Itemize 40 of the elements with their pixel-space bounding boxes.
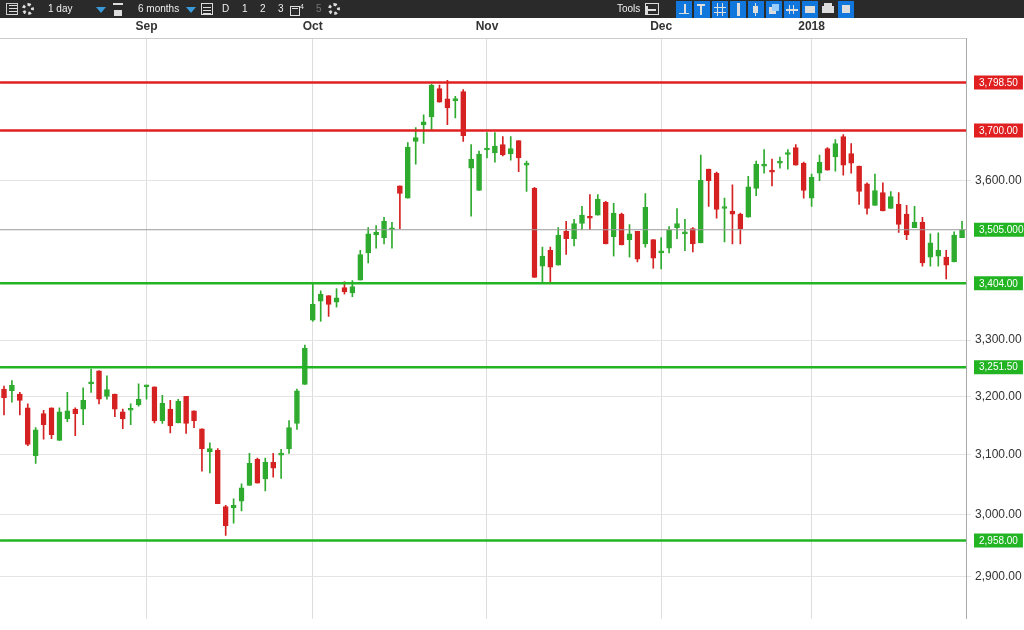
x-tick-label: Dec bbox=[650, 19, 673, 34]
text: 3 bbox=[278, 2, 284, 16]
text: D bbox=[222, 2, 230, 16]
candlestick bbox=[72, 407, 79, 437]
candlestick bbox=[935, 232, 942, 267]
candlestick bbox=[412, 127, 419, 165]
candlestick bbox=[674, 208, 680, 239]
text: 5 bbox=[316, 2, 322, 16]
candlestick bbox=[507, 136, 514, 161]
ref-line-label: 3,251.50 bbox=[978, 361, 1019, 373]
candlestick bbox=[317, 290, 324, 322]
text: 1 bbox=[242, 2, 248, 16]
y-tick-label: 2,900.00 bbox=[975, 568, 1023, 583]
y-tick-label: 3,300.00 bbox=[975, 332, 1023, 347]
y-tick-label: 3,600.00 bbox=[975, 173, 1023, 188]
ref-line-label: 3,700.00 bbox=[978, 124, 1019, 136]
x-tick-label: 2018 bbox=[798, 19, 826, 34]
candlestick bbox=[587, 194, 593, 231]
candlestick bbox=[80, 387, 87, 426]
ref-line-label: 3,404.00 bbox=[978, 277, 1019, 289]
ref-line-label: 3,505.000 bbox=[978, 224, 1024, 235]
y-tick-label: 3,000.00 bbox=[975, 506, 1023, 521]
x-tick-label: Nov bbox=[475, 19, 499, 34]
x-tick-label: Oct bbox=[302, 19, 323, 34]
candlestick bbox=[785, 149, 791, 170]
x-tick-label: Sep bbox=[135, 19, 158, 34]
candlestick bbox=[492, 132, 498, 163]
text: Tools bbox=[617, 2, 641, 16]
y-tick-label: 3,200.00 bbox=[975, 388, 1023, 403]
ref-line-label: 3,798.50 bbox=[978, 76, 1019, 88]
text: 2 bbox=[260, 2, 266, 16]
text: 1 day bbox=[48, 2, 73, 16]
text: 6 months bbox=[138, 2, 180, 16]
candlestick bbox=[452, 95, 459, 119]
candlestick bbox=[127, 403, 134, 426]
candlestick bbox=[397, 185, 403, 230]
y-tick-label: 3,100.00 bbox=[975, 446, 1023, 461]
candlestick bbox=[207, 442, 213, 474]
candlestick bbox=[468, 144, 474, 217]
ref-line-label: 2,958.00 bbox=[978, 534, 1019, 546]
